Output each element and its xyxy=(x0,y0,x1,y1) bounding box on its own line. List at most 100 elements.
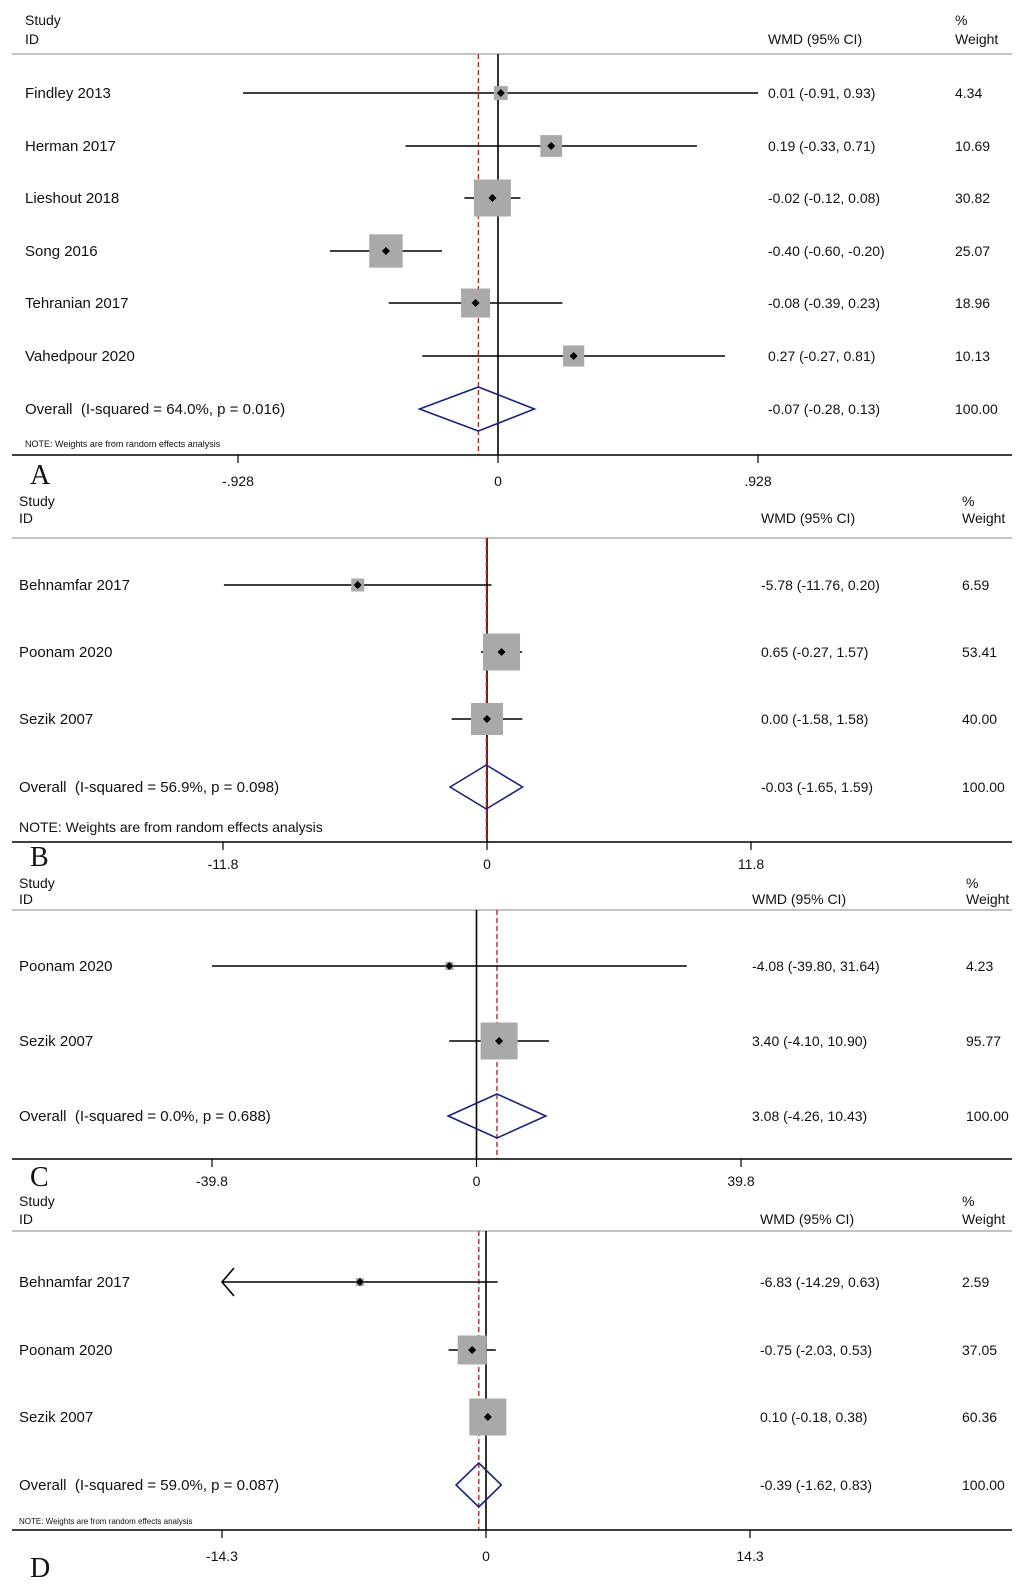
weight-header: Weight xyxy=(962,510,1005,526)
x-tick-label: 11.8 xyxy=(738,856,764,872)
percent-header: % xyxy=(962,1193,974,1209)
weight-value: 25.07 xyxy=(955,243,990,259)
effect-header: WMD (95% CI) xyxy=(760,1211,854,1227)
study-label: Findley 2013 xyxy=(25,85,111,102)
point-estimate xyxy=(471,299,480,307)
study-label: Lieshout 2018 xyxy=(25,190,119,207)
overall-effect-value: 3.08 (-4.26, 10.43) xyxy=(752,1108,867,1124)
x-tick-label: 0 xyxy=(482,1548,490,1564)
effect-value: -0.75 (-2.03, 0.53) xyxy=(760,1342,872,1358)
point-estimate xyxy=(355,1278,364,1286)
study-label: Sezik 2007 xyxy=(19,1409,93,1426)
study-header: Study xyxy=(19,1193,55,1209)
id-header: ID xyxy=(25,31,39,47)
ci-arrow-left xyxy=(220,1267,235,1297)
id-header: ID xyxy=(19,1211,33,1227)
weight-value: 10.13 xyxy=(955,348,990,364)
percent-header: % xyxy=(955,12,967,28)
forest-panel-a: Study ID WMD (95% CI)% Weight Findley 2013 0.… xyxy=(12,12,1012,491)
percent-header: % xyxy=(962,493,974,509)
study-label: Tehranian 2017 xyxy=(25,295,128,312)
id-header: ID xyxy=(19,510,33,526)
weight-value: 10.69 xyxy=(955,138,990,154)
panel-letter: D xyxy=(30,1553,50,1579)
point-estimate xyxy=(483,715,491,723)
overall-weight-value: 100.00 xyxy=(962,779,1005,795)
x-tick-label: 39.8 xyxy=(727,1173,754,1189)
overall-diamond xyxy=(417,386,537,432)
weight-header: Weight xyxy=(962,1211,1005,1227)
effect-value: 0.19 (-0.33, 0.71) xyxy=(768,138,875,154)
x-tick-label: 0 xyxy=(483,856,491,872)
weight-value: 18.96 xyxy=(955,295,990,311)
overall-label: Overall (I-squared = 64.0%, p = 0.016) xyxy=(25,401,285,418)
study-label: Poonam 2020 xyxy=(19,644,112,661)
study-label: Herman 2017 xyxy=(25,138,116,155)
study-label: Behnamfar 2017 xyxy=(19,577,130,594)
weight-header: Weight xyxy=(955,31,998,47)
point-estimate xyxy=(547,142,556,150)
study-label: Behnamfar 2017 xyxy=(19,1274,130,1291)
study-label: Sezik 2007 xyxy=(19,711,93,728)
effect-value: 0.00 (-1.58, 1.58) xyxy=(761,711,868,727)
point-estimate xyxy=(445,962,454,970)
panel-letter: A xyxy=(30,460,51,491)
overall-weight-value: 100.00 xyxy=(962,1477,1005,1493)
weight-value: 60.36 xyxy=(962,1409,997,1425)
x-tick-label: -11.8 xyxy=(208,856,239,872)
overall-diamond xyxy=(446,1093,548,1139)
effect-value: -4.08 (-39.80, 31.64) xyxy=(752,958,880,974)
overall-effect-value: -0.03 (-1.65, 1.59) xyxy=(761,779,873,795)
overall-label: Overall (I-squared = 59.0%, p = 0.087) xyxy=(19,1477,279,1494)
overall-diamond xyxy=(454,1461,503,1509)
effect-value: 0.65 (-0.27, 1.57) xyxy=(761,644,868,660)
weights-note: NOTE: Weights are from random effects an… xyxy=(25,439,221,449)
study-label: Sezik 2007 xyxy=(19,1033,93,1050)
weight-value: 37.05 xyxy=(962,1342,997,1358)
overall-effect-value: -0.39 (-1.62, 0.83) xyxy=(760,1477,872,1493)
study-header: Study xyxy=(19,875,55,891)
effect-value: 0.10 (-0.18, 0.38) xyxy=(760,1409,867,1425)
panel-letter: C xyxy=(30,1162,49,1193)
weight-value: 53.41 xyxy=(962,644,997,660)
point-estimate xyxy=(353,581,362,589)
effect-value: -0.08 (-0.39, 0.23) xyxy=(768,295,880,311)
x-tick-label: .928 xyxy=(744,473,771,489)
effect-value: 0.27 (-0.27, 0.81) xyxy=(768,348,875,364)
study-label: Poonam 2020 xyxy=(19,1342,112,1359)
weight-value: 6.59 xyxy=(962,577,989,593)
weight-value: 95.77 xyxy=(966,1033,1001,1049)
study-label: Poonam 2020 xyxy=(19,958,112,975)
weight-header: Weight xyxy=(966,891,1009,907)
forest-panel-d: Study ID WMD (95% CI)% Weight Behnamfar 2017… xyxy=(12,1193,1012,1584)
effect-value: -6.83 (-14.29, 0.63) xyxy=(760,1274,880,1290)
effect-header: WMD (95% CI) xyxy=(752,891,846,907)
x-tick-label: 14.3 xyxy=(736,1548,763,1564)
study-header: Study xyxy=(19,493,55,509)
weight-value: 4.34 xyxy=(955,85,982,101)
point-estimate xyxy=(495,1037,504,1045)
effect-value: -5.78 (-11.76, 0.20) xyxy=(761,577,880,593)
study-label: Vahedpour 2020 xyxy=(25,348,135,365)
percent-header: % xyxy=(966,875,978,891)
point-estimate xyxy=(483,1413,492,1421)
x-tick-label: -39.8 xyxy=(196,1173,228,1189)
effect-value: 3.40 (-4.10, 10.90) xyxy=(752,1033,867,1049)
point-estimate xyxy=(468,1346,477,1354)
effect-value: -0.02 (-0.12, 0.08) xyxy=(768,190,880,206)
study-label: Song 2016 xyxy=(25,243,98,260)
overall-label: Overall (I-squared = 56.9%, p = 0.098) xyxy=(19,779,279,796)
point-estimate xyxy=(497,648,506,656)
weights-note: NOTE: Weights are from random effects an… xyxy=(19,819,323,835)
weights-note: NOTE: Weights are from random effects an… xyxy=(19,1517,193,1526)
weight-value: 4.23 xyxy=(966,958,993,974)
weight-value: 40.00 xyxy=(962,711,997,727)
point-estimate xyxy=(569,352,578,360)
overall-diamond xyxy=(448,764,525,810)
effect-header: WMD (95% CI) xyxy=(768,31,862,47)
overall-weight-value: 100.00 xyxy=(955,401,998,417)
